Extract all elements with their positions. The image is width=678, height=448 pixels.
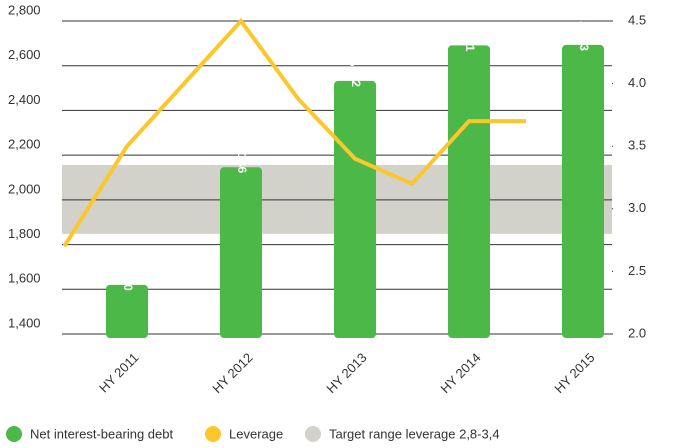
x-tick-label: HY 2014 <box>437 350 483 396</box>
value-label: 1,620 <box>121 261 135 291</box>
value-label: 2,691 <box>463 21 477 51</box>
bar <box>448 45 490 338</box>
bar <box>562 44 604 338</box>
legend-swatch <box>305 426 321 442</box>
value-label: 2,146 <box>235 143 249 173</box>
bar <box>220 167 262 338</box>
legend-swatch <box>6 426 22 442</box>
bar <box>334 80 376 338</box>
y2-tick-label: 4.5 <box>628 12 646 27</box>
legend-swatch <box>205 426 221 442</box>
legend-label: Net interest-bearing debt <box>30 426 173 441</box>
y-tick-label: 2,200 <box>8 137 41 152</box>
y2-tick-label: 2.5 <box>628 263 646 278</box>
value-label: 2,532 <box>349 57 363 87</box>
y-tick-label: 1,400 <box>8 315 41 330</box>
line <box>62 17 526 248</box>
bar <box>106 284 148 338</box>
y2-tick-label: 3.0 <box>628 200 646 215</box>
legend-label: Leverage <box>229 426 283 441</box>
y-tick-label: 2,800 <box>8 2 41 17</box>
x-tick-label: HY 2012 <box>209 350 255 396</box>
y2-tick-label: 4.0 <box>628 75 646 90</box>
y-tick-label: 2,400 <box>8 92 41 107</box>
y-tick-label: 2,000 <box>8 181 41 196</box>
y-tick-label: 1,800 <box>8 226 41 241</box>
y-tick-label: 1,600 <box>8 271 41 286</box>
x-tick-label: HY 2015 <box>551 350 597 396</box>
x-tick-label: HY 2013 <box>323 350 369 396</box>
value-label: 2,693 <box>577 21 591 51</box>
y-tick-label: 2,600 <box>8 47 41 62</box>
y2-tick-label: 3.5 <box>628 138 646 153</box>
x-tick-label: HY 2011 <box>96 350 142 396</box>
legend-label: Target range leverage 2,8-3,4 <box>329 426 500 441</box>
y2-tick-label: 2.0 <box>628 325 646 340</box>
